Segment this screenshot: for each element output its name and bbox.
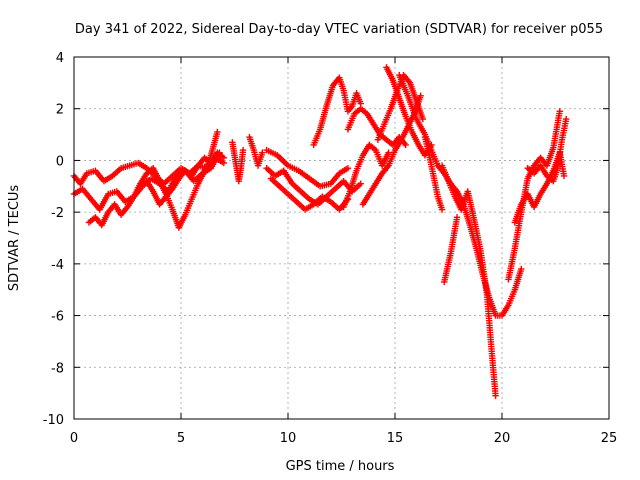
y-tick-label: 2 [56, 103, 64, 118]
data-point [492, 392, 499, 399]
data-point [357, 180, 364, 187]
data-points [70, 64, 570, 399]
data-point [385, 149, 392, 156]
x-tick-label: 10 [280, 431, 297, 446]
axis-ticks: 0 5 10 15 20 25 -10 -8 -6 -4 -2 0 2 4 [43, 51, 618, 446]
data-point [518, 265, 525, 273]
x-tick-label: 5 [177, 431, 185, 446]
data-point [419, 115, 427, 123]
data-point [280, 157, 287, 165]
data-point [417, 92, 424, 99]
y-tick-label: 4 [56, 51, 64, 66]
data-point [344, 164, 352, 172]
data-point [220, 154, 227, 162]
grid-lines [74, 57, 609, 419]
data-point [438, 206, 446, 213]
plot-frame [73, 56, 610, 420]
y-tick-label: -2 [51, 206, 64, 221]
data-point [214, 128, 221, 136]
data-point [281, 159, 289, 166]
y-tick-label: -10 [43, 413, 64, 428]
y-tick-label: -4 [51, 258, 64, 273]
data-point [239, 146, 247, 154]
data-point [278, 156, 286, 163]
data-point [259, 149, 266, 156]
data-point [277, 155, 284, 162]
chart-title: Day 341 of 2022, Sidereal Day-to-day VTE… [75, 22, 603, 37]
data-point [560, 172, 568, 180]
x-tick-label: 15 [387, 431, 404, 446]
x-tick-label: 20 [494, 431, 511, 446]
y-tick-label: -8 [51, 361, 64, 376]
data-point [402, 141, 409, 149]
data-point [563, 115, 570, 123]
data-point [556, 108, 563, 115]
data-point [453, 214, 461, 221]
x-axis-label: GPS time / hours [286, 459, 395, 474]
y-tick-label: -6 [51, 310, 64, 325]
x-tick-label: 25 [601, 431, 618, 446]
y-tick-label: 0 [56, 154, 64, 169]
x-tick-label: 0 [70, 431, 78, 446]
y-axis-label: SDTVAR / TECUs [7, 185, 22, 292]
